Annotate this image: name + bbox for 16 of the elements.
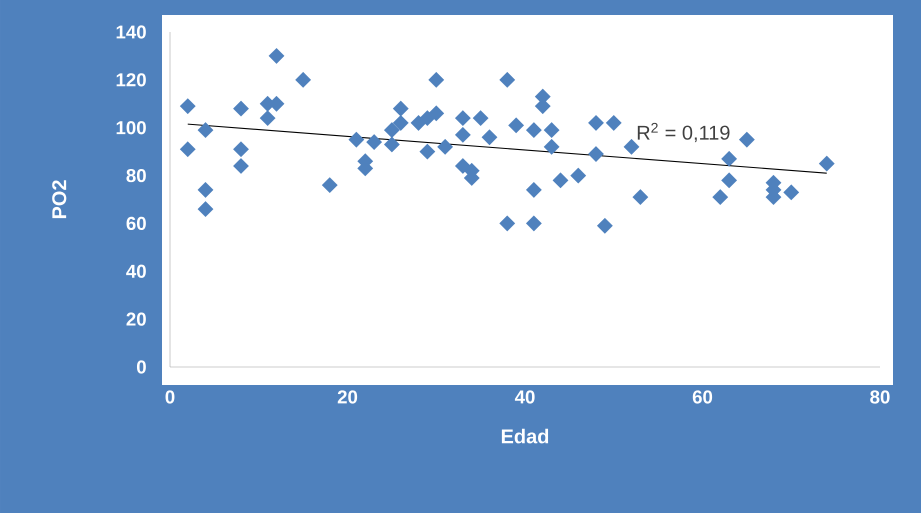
y-tick-label: 120 — [116, 73, 146, 86]
x-tick-label: 60 — [692, 390, 712, 404]
y-tick-label: 100 — [116, 121, 146, 134]
x-axis-title: Edad — [502, 428, 548, 444]
y-tick-label: 20 — [126, 312, 146, 326]
x-tick-label: 80 — [870, 390, 890, 404]
y-tick-label: 60 — [126, 216, 146, 230]
x-tick-label: 20 — [338, 390, 358, 404]
y-tick-label: 0 — [136, 360, 146, 374]
x-tick-label: 40 — [514, 390, 535, 404]
y-tick-label: 80 — [126, 168, 146, 182]
y-tick-label: 40 — [126, 264, 146, 278]
y-tick-label: 140 — [116, 25, 146, 39]
y-axis-title: PO2 — [52, 180, 66, 218]
x-tick-label: 0 — [166, 390, 174, 404]
annotation: R$^{2}$ = 0,119 — [638, 122, 730, 142]
